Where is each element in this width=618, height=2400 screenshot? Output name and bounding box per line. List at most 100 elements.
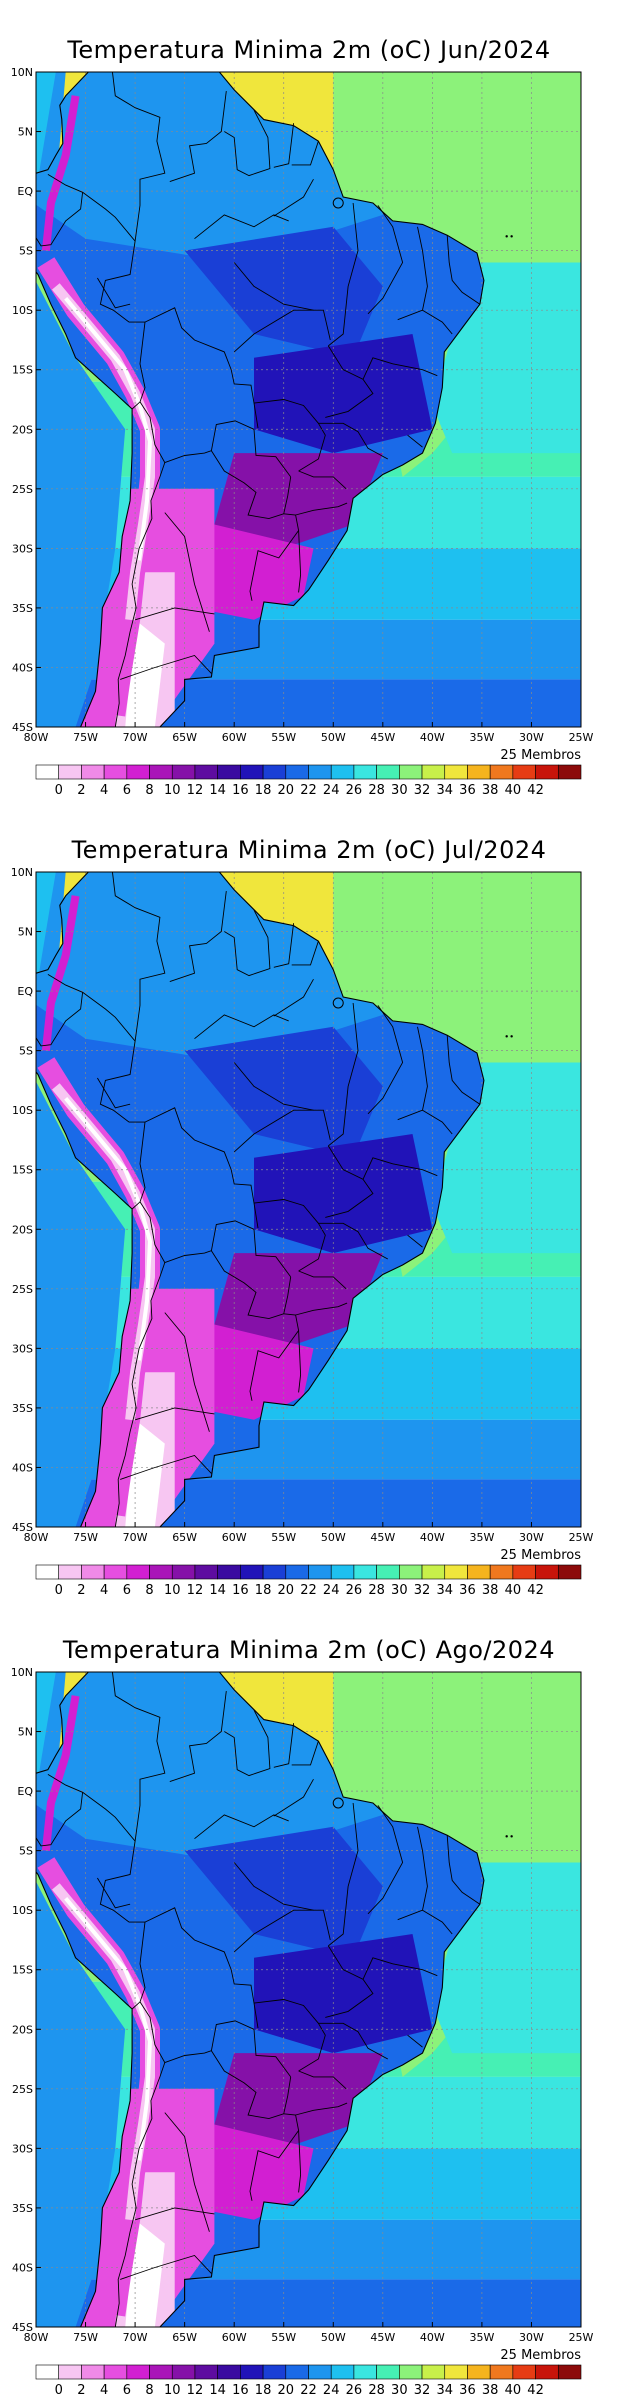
colorbar-swatch [467, 764, 491, 780]
colorbar-swatch [467, 2364, 491, 2380]
colorbar-swatch [489, 764, 514, 780]
colorbar-label: 24 [323, 2383, 340, 2398]
colorbar-swatch [58, 1564, 82, 1580]
lat-tick-label: 5N [18, 926, 33, 939]
colorbar-swatch [103, 1564, 128, 1580]
lat-tick-label: 25S [12, 2083, 33, 2096]
colorbar-label: 6 [123, 783, 131, 798]
colorbar-label: 0 [55, 1583, 63, 1598]
colorbar-label: 40 [505, 2383, 522, 2398]
colorbar-label: 12 [187, 2383, 204, 2398]
colorbar-swatch [103, 764, 128, 780]
lat-tick-label: EQ [17, 985, 33, 998]
colorbar-label: 6 [123, 2383, 131, 2398]
colorbar-swatch [81, 764, 105, 780]
colorbar-label: 42 [527, 2383, 544, 2398]
colorbar-label: 12 [187, 1583, 204, 1598]
colorbar: 0 2 4 6 8 10 12 14 16 18 20 22 24 26 28 30 32 34 36 38 40 42 [35, 1564, 582, 1598]
lat-tick-label: 20S [12, 2023, 33, 2036]
colorbar-swatch [58, 764, 82, 780]
lon-tick-label: 55W [271, 731, 296, 744]
colorbar-label: 16 [232, 783, 249, 798]
colorbar-label: 24 [323, 1583, 340, 1598]
colorbar-label: 26 [346, 2383, 363, 2398]
colorbar-swatch [399, 2364, 423, 2380]
lon-tick-label: 45W [370, 731, 395, 744]
colorbar-swatch [285, 2364, 309, 2380]
lon-tick-label: 40W [420, 731, 445, 744]
colorbar-swatch [330, 1564, 355, 1580]
colorbar-swatch [285, 764, 309, 780]
lon-tick-label: 80W [24, 731, 49, 744]
colorbar-label: 22 [300, 783, 317, 798]
lat-tick-label: 30S [12, 542, 33, 555]
colorbar-swatch [149, 764, 173, 780]
colorbar-label: 16 [232, 2383, 249, 2398]
colorbar: 0 2 4 6 8 10 12 14 16 18 20 22 24 26 28 30 32 34 36 38 40 42 [35, 764, 582, 798]
land-zone [254, 334, 433, 454]
colorbar-swatch [444, 1564, 468, 1580]
land-zone [214, 2053, 383, 2149]
lon-tick-label: 80W [24, 2331, 49, 2344]
colorbar-label: 28 [368, 1583, 385, 1598]
colorbar-swatch [489, 1564, 514, 1580]
lon-tick-label: 45W [370, 1531, 395, 1544]
pacific-zone [36, 72, 126, 727]
colorbar-label: 16 [232, 1583, 249, 1598]
colorbar-swatch [58, 2364, 82, 2380]
colorbar-label: 34 [436, 1583, 453, 1598]
colorbar-label: 12 [187, 783, 204, 798]
colorbar-label: 20 [278, 1583, 295, 1598]
colorbar-swatch [557, 2364, 582, 2380]
colorbar-label: 32 [414, 783, 431, 798]
colorbar-label: 34 [436, 783, 453, 798]
colorbar-swatch [126, 2364, 150, 2380]
colorbar-swatch [171, 1564, 196, 1580]
lon-tick-label: 75W [73, 1531, 98, 1544]
lon-tick-label: 60W [222, 731, 247, 744]
land-zone [254, 1134, 433, 1254]
lat-tick-label: 15S [12, 1964, 33, 1977]
colorbar-swatch [399, 764, 423, 780]
colorbar-label: 18 [255, 1583, 272, 1598]
members-label: 25 Membros [500, 748, 581, 763]
colorbar-swatch [421, 2364, 446, 2380]
land-zone [214, 1253, 383, 1349]
colorbar-swatch [217, 764, 241, 780]
map-frame [35, 71, 582, 728]
lat-tick-label: 45S [12, 2321, 33, 2334]
colorbar-label: 2 [77, 783, 85, 798]
colorbar: 0 2 4 6 8 10 12 14 16 18 20 22 24 26 28 30 32 34 36 38 40 42 [35, 2364, 582, 2398]
lat-tick-label: 40S [12, 661, 33, 674]
lat-tick-label: EQ [17, 1785, 33, 1798]
colorbar-swatch [353, 764, 377, 780]
colorbar-swatch [308, 2364, 332, 2380]
colorbar-swatch [126, 1564, 150, 1580]
colorbar-label: 8 [145, 783, 153, 798]
lon-tick-label: 45W [370, 2331, 395, 2344]
lat-tick-label: 10S [12, 1104, 33, 1117]
lat-tick-label: 20S [12, 1223, 33, 1236]
colorbar-swatch [35, 1564, 60, 1580]
lat-tick-label: 5S [19, 1845, 33, 1858]
lon-tick-label: 50W [321, 731, 346, 744]
lat-tick-label: 30S [12, 1342, 33, 1355]
colorbar-label: 20 [278, 783, 295, 798]
lat-tick-label: 20S [12, 423, 33, 436]
lon-tick-label: 70W [123, 2331, 148, 2344]
colorbar-swatch [376, 2364, 400, 2380]
colorbar-swatch [217, 1564, 241, 1580]
colorbar-label: 10 [164, 783, 181, 798]
lat-tick-label: 10N [11, 1666, 33, 1679]
colorbar-label: 18 [255, 2383, 272, 2398]
colorbar-swatch [149, 1564, 173, 1580]
colorbar-swatch [35, 2364, 60, 2380]
colorbar-label: 28 [368, 2383, 385, 2398]
colorbar-swatch [489, 2364, 514, 2380]
colorbar-swatch [330, 2364, 355, 2380]
lon-tick-label: 30W [519, 2331, 544, 2344]
colorbar-label: 34 [436, 2383, 453, 2398]
panel-title: Temperatura Minima 2m (oC) Jul/2024 [71, 836, 547, 864]
